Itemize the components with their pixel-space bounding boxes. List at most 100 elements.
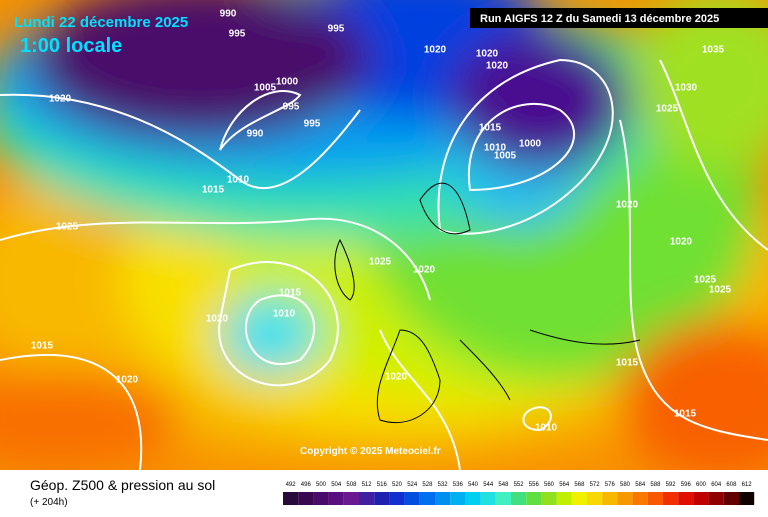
colorbar-label: 512	[362, 482, 373, 488]
colorbar-swatch	[587, 492, 603, 505]
colorbar-label: 496	[301, 482, 312, 488]
forecast-time: 1:00 locale	[20, 35, 122, 57]
colorbar-label: 568	[574, 482, 585, 488]
colorbar-label: 524	[407, 482, 418, 488]
isobar-label: 1025	[56, 222, 79, 233]
isobar-label: 995	[328, 24, 345, 35]
colorbar-swatch	[556, 492, 572, 505]
isobar-label: 1020	[206, 314, 229, 325]
colorbar-label: 540	[468, 482, 479, 488]
isobar-label: 1010	[227, 175, 250, 186]
colorbar-swatch	[632, 492, 648, 505]
isobar-label: 1015	[202, 185, 225, 196]
colorbar-swatch	[678, 492, 694, 505]
colorbar-swatch	[328, 492, 344, 505]
colorbar-swatch	[404, 492, 420, 505]
colorbar-label: 564	[559, 482, 570, 488]
colorbar-swatch	[663, 492, 679, 505]
isobar-label: 995	[304, 119, 321, 130]
isobar-label: 1015	[31, 341, 54, 352]
colorbar-label: 600	[696, 482, 707, 488]
isobar-label: 1010	[484, 143, 507, 154]
isobar-label: 1020	[476, 49, 499, 60]
colorbar-label: 604	[711, 482, 722, 488]
isobar-label: 1005	[254, 83, 277, 94]
colorbar-swatch	[465, 492, 481, 505]
colorbar-swatch	[541, 492, 557, 505]
colorbar-label: 580	[620, 482, 631, 488]
isobars	[0, 58, 768, 470]
isobar-label: 1035	[702, 45, 725, 56]
isobar-label: 990	[247, 129, 264, 140]
colorbar-swatch	[343, 492, 359, 505]
isobar-label: 1025	[656, 104, 679, 115]
isobar-label: 1025	[694, 275, 717, 286]
colorbar-label: 560	[544, 482, 555, 488]
run-box	[470, 8, 768, 28]
colorbar-swatch	[693, 492, 709, 505]
colorbar-swatch	[298, 492, 314, 505]
isobar-label: 1020	[424, 45, 447, 56]
colorbar-swatch	[739, 492, 755, 505]
colorbar-label: 612	[742, 482, 753, 488]
colorbar-swatch	[313, 492, 329, 505]
isobar-label: 1025	[709, 285, 732, 296]
isobar-label: 1010	[535, 423, 558, 434]
footer-title: Géop. Z500 & pression au sol	[30, 477, 215, 493]
colorbar-swatch	[480, 492, 496, 505]
colorbar-label: 500	[316, 482, 327, 488]
isobar-label: 1025	[369, 257, 392, 268]
isobar-label: 990	[220, 9, 237, 20]
isobar-label: 1020	[413, 265, 436, 276]
colorbar-label: 492	[286, 482, 297, 488]
colorbar-label: 556	[529, 482, 540, 488]
colorbar-label: 532	[438, 482, 449, 488]
colorbar-swatch	[571, 492, 587, 505]
isobar-label: 1020	[670, 237, 693, 248]
isobar-label: 1030	[675, 83, 698, 94]
colorbar-swatch	[495, 492, 511, 505]
colorbar-label: 596	[681, 482, 692, 488]
colorbar-swatch	[419, 492, 435, 505]
colorbar-label: 504	[331, 482, 342, 488]
isobar-label: 1015	[616, 358, 639, 369]
colorbar-label: 552	[514, 482, 525, 488]
colorbar-label: 528	[422, 482, 433, 488]
colorbar-swatch	[435, 492, 451, 505]
coastlines	[334, 182, 641, 424]
colorbar-label: 516	[377, 482, 388, 488]
colorbar-swatch	[617, 492, 633, 505]
isobar-label: 1015	[279, 288, 302, 299]
isobar-label: 1020	[49, 94, 72, 105]
colorbar: 492 496 500 504 508 512 516 520 524 528 532 536 540 5…	[283, 482, 755, 505]
copyright: Copyright © 2025 Meteociel.fr	[300, 446, 441, 457]
colorbar-swatch	[723, 492, 739, 505]
colorbar-label: 520	[392, 482, 403, 488]
colorbar-label: 548	[498, 482, 509, 488]
colorbar-swatch	[708, 492, 724, 505]
isobar-label: 995	[283, 102, 300, 113]
colorbar-label: 576	[605, 482, 616, 488]
colorbar-label: 544	[483, 482, 494, 488]
footer-lead: (+ 204h)	[30, 497, 68, 508]
isobar-label: 1005	[494, 151, 517, 162]
colorbar-swatch	[511, 492, 527, 505]
colorbar-swatch	[647, 492, 663, 505]
isobar-label: 1000	[519, 139, 542, 150]
colorbar-label: 536	[453, 482, 464, 488]
isobar-label: 1015	[479, 123, 502, 134]
isobar-label: 1010	[273, 309, 296, 320]
colorbar-swatch	[283, 492, 299, 505]
isobar-label: 1020	[486, 61, 509, 72]
isobar-label: 1020	[385, 372, 408, 383]
isobar-label: 1020	[616, 200, 639, 211]
isobar-label: 1015	[674, 409, 697, 420]
colorbar-swatch	[526, 492, 542, 505]
colorbar-label: 592	[666, 482, 677, 488]
map-field	[0, 0, 768, 470]
run-info: Run AIGFS 12 Z du Samedi 13 décembre 202…	[480, 13, 719, 25]
colorbar-label: 572	[590, 482, 601, 488]
colorbar-swatch	[450, 492, 466, 505]
